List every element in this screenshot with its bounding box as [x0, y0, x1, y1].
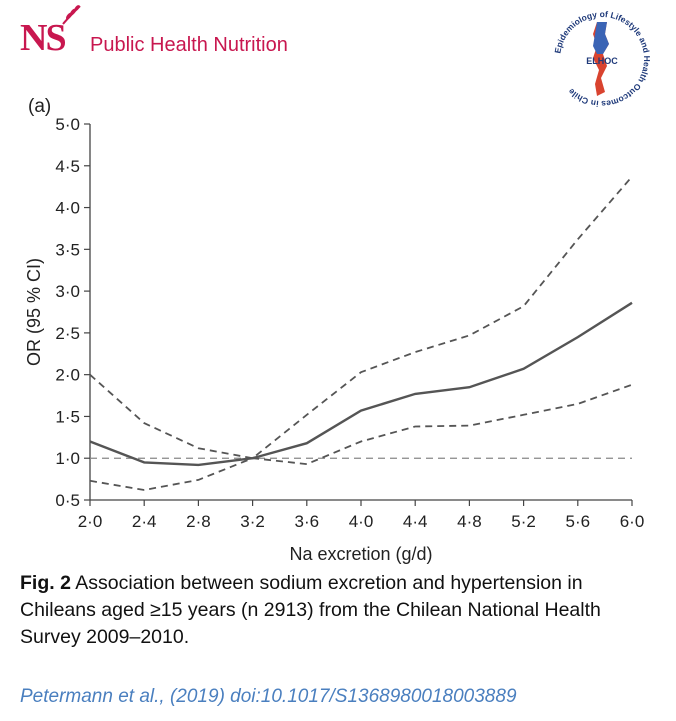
x-tick-label: 5·6 [566, 512, 591, 531]
y-tick-label: 3·5 [55, 240, 80, 259]
panel-label: (a) [28, 96, 52, 117]
elhoc-logo: Epidemiology of Lifestyle and Health Out… [552, 9, 652, 109]
x-tick-label: 6·0 [620, 512, 645, 531]
x-tick-label: 4·8 [457, 512, 482, 531]
y-tick-label: 1·0 [55, 449, 80, 468]
citation: Petermann et al., (2019) doi:10.1017/S13… [20, 686, 517, 707]
x-tick-label: 5·2 [511, 512, 536, 531]
y-tick-label: 2·5 [55, 324, 80, 343]
y-tick-label: 1·5 [55, 407, 80, 426]
header: NS Public Health Nutrition Epidemiology … [0, 0, 676, 109]
chart: 0·5 1·0 1·5 2·0 2·5 3·0 3·5 4·0 4·5 5·0 2·0 2·4 2·8 3… [24, 115, 645, 564]
figure-label: Fig. 2 [20, 572, 71, 594]
journal-name: Public Health Nutrition [90, 34, 288, 56]
y-tick-label: 0·5 [55, 491, 80, 510]
x-tick-label: 2·0 [78, 512, 103, 531]
x-tick-label: 4·4 [403, 512, 428, 531]
wheat-leaf-icon [62, 5, 81, 25]
y-tick-label: 3·0 [55, 282, 80, 301]
y-tick-label: 4·0 [55, 199, 80, 218]
ns-logo: NS [20, 17, 67, 59]
x-tick-label: 2·8 [186, 512, 211, 531]
y-tick-label: 5·0 [55, 115, 80, 134]
x-tick-label: 3·6 [295, 512, 320, 531]
figure-caption: Fig. 2 Association between sodium excret… [20, 570, 660, 651]
y-tick-label: 2·0 [55, 366, 80, 385]
x-tick-label: 4·0 [349, 512, 374, 531]
series-line-lower [89, 383, 633, 491]
series-line-estimate [89, 301, 633, 467]
x-axis-label: Na excretion (g/d) [289, 544, 432, 564]
y-tick-label: 4·5 [55, 157, 80, 176]
series-line-upper [89, 176, 633, 460]
y-axis-label: OR (95 % CI) [24, 258, 44, 366]
caption-text: Association between sodium excretion and… [20, 572, 601, 648]
elhoc-center-text: ELHOC [586, 56, 618, 66]
x-tick-label: 3·2 [240, 512, 265, 531]
x-tick-label: 2·4 [132, 512, 157, 531]
